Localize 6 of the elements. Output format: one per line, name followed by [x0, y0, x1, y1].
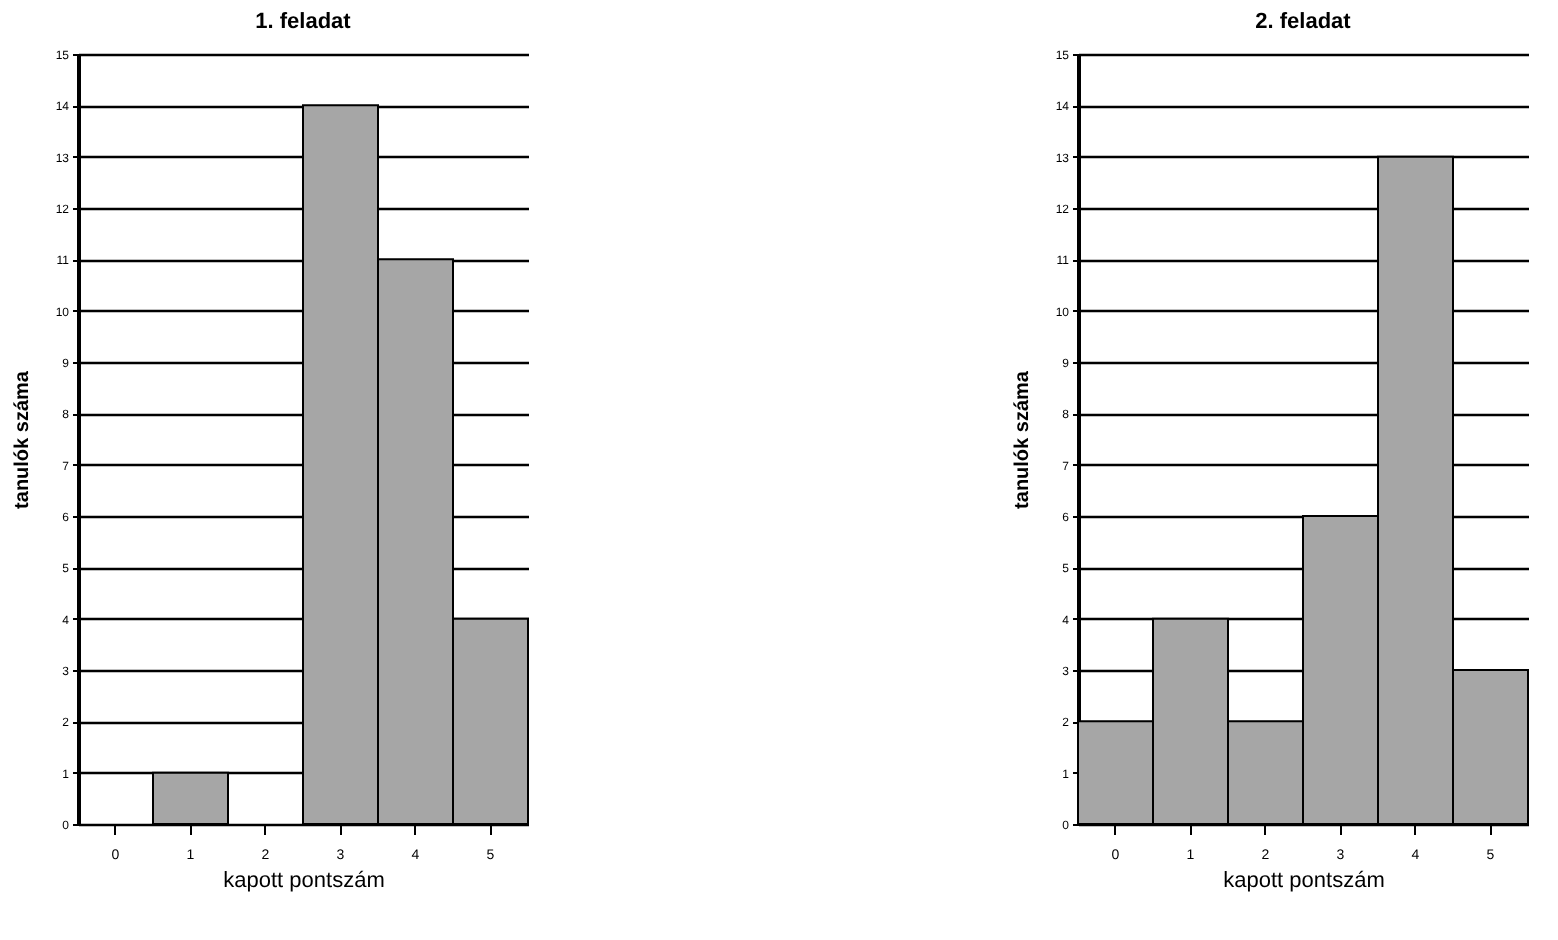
- y-axis-title: tanulók száma: [11, 370, 34, 509]
- chart-title: 1. feladat: [255, 10, 352, 34]
- y-axis-title: tanulók száma: [1011, 370, 1034, 509]
- chart-title: 2. feladat: [1255, 10, 1352, 34]
- x-axis-title: kapott pontszám: [223, 869, 385, 893]
- x-axis-title: kapott pontszám: [1223, 869, 1385, 893]
